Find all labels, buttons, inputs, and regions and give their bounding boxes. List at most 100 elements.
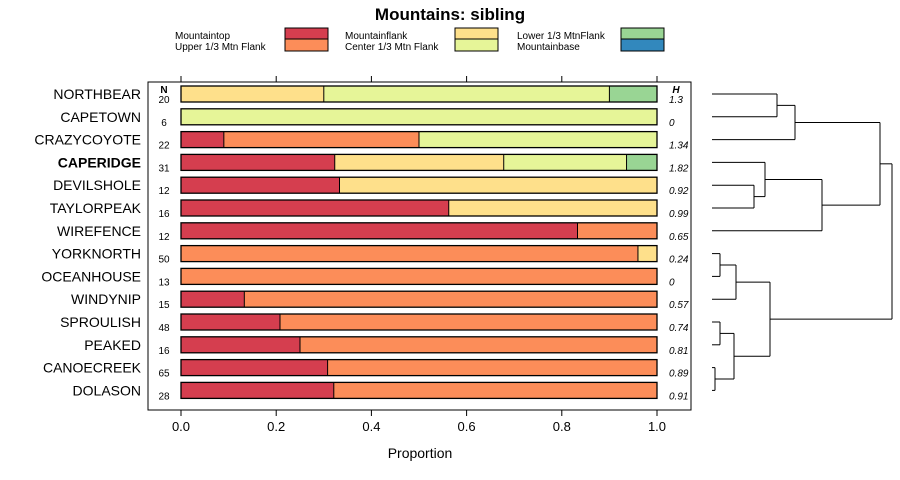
chart-title: Mountains: sibling — [375, 5, 525, 24]
bar-segment — [181, 245, 638, 262]
bar-row: WINDYNIP 15 0.57 — [71, 290, 689, 311]
row-n-value: 22 — [158, 141, 170, 152]
row-h-value: 0.91 — [669, 391, 688, 402]
bar-segment — [181, 131, 224, 148]
row-h-value: 0.57 — [669, 300, 689, 311]
row-n-value: 13 — [158, 277, 170, 288]
bar-outline — [180, 290, 658, 308]
row-n-value: 16 — [158, 346, 170, 357]
row-label: WIREFENCE — [57, 223, 141, 239]
bar-outline — [180, 313, 658, 331]
row-n-value: 50 — [158, 255, 170, 266]
row-label: CAPERIDGE — [58, 154, 141, 170]
row-label: CANOECREEK — [43, 360, 142, 376]
bar-segment — [280, 314, 657, 330]
h-column-header: H — [672, 85, 680, 96]
row-h-value: 0.81 — [669, 346, 688, 357]
bar-segment — [300, 336, 657, 353]
row-label: CRAZYCOYOTE — [34, 132, 141, 148]
row-n-value: 48 — [158, 323, 170, 334]
bar-row: CAPETOWN 6 0 — [60, 108, 675, 129]
bar-row: WIREFENCE 12 0.65 — [57, 222, 689, 243]
bar-outline — [180, 85, 658, 103]
bar-row: YORKNORTH 50 0.24 — [52, 244, 689, 266]
row-h-value: 0.65 — [669, 232, 689, 243]
legend-swatch — [284, 38, 329, 52]
bar-segment — [609, 86, 657, 102]
bar-row: PEAKED 16 0.81 — [84, 336, 688, 357]
bar-segment — [448, 200, 657, 216]
legend-label: Center 1/3 Mtn Flank — [345, 42, 439, 53]
bar-segment — [181, 222, 578, 239]
row-h-value: 0.74 — [669, 323, 689, 334]
bar-segment — [244, 291, 658, 308]
bar-outline — [180, 267, 658, 286]
bar-row: CAPERIDGE 31 1.82 — [58, 153, 689, 174]
bar-row: TAYLORPEAK 16 0.99 — [50, 199, 689, 220]
row-label: CAPETOWN — [60, 109, 141, 125]
bar-segment — [626, 154, 657, 171]
legend-swatch — [284, 27, 329, 41]
bar-outline — [180, 358, 658, 377]
bar-outline — [180, 244, 658, 263]
bar-outline — [180, 176, 658, 194]
bar-outline — [180, 199, 658, 217]
row-n-value: 16 — [158, 209, 170, 220]
n-column-header: N — [160, 85, 167, 96]
bar-row: DEVILSHOLE 12 0.92 — [53, 176, 689, 197]
x-axis-label: Proportion — [388, 445, 453, 461]
bar-outline — [180, 130, 658, 149]
bar-row: OCEANHOUSE 13 0 — [41, 267, 675, 288]
row-n-value: 20 — [158, 95, 170, 106]
bar-segment — [181, 382, 334, 399]
legend-swatch — [620, 38, 665, 52]
bar-outline — [180, 222, 658, 240]
tick-label: 0.0 — [172, 419, 190, 434]
row-h-value: 1.82 — [669, 163, 689, 174]
legend-label: Mountaintop — [175, 31, 230, 42]
row-n-value: 12 — [158, 186, 170, 197]
legend-swatch — [454, 27, 499, 41]
row-label: WINDYNIP — [71, 291, 141, 307]
bar-segment — [637, 245, 657, 262]
bar-segment — [181, 359, 328, 376]
row-n-value: 6 — [161, 118, 167, 129]
bar-segment — [339, 177, 657, 194]
row-n-value: 65 — [158, 369, 170, 380]
bar-segment — [223, 131, 419, 148]
row-n-value: 31 — [158, 163, 170, 174]
bar-segment — [181, 108, 657, 125]
row-label: PEAKED — [84, 337, 141, 353]
bar-segment — [181, 177, 340, 194]
bar-segment — [181, 154, 335, 171]
bar-row: CANOECREEK 65 0.89 — [43, 358, 689, 380]
bar-segment — [181, 336, 300, 353]
bar-outline — [180, 381, 658, 400]
bar-segment — [181, 268, 657, 285]
legend-label: Lower 1/3 MtnFlank — [517, 31, 606, 42]
bar-row: NORTHBEAR 20 1.3 — [53, 85, 683, 106]
bar-row: CRAZYCOYOTE 22 1.34 — [34, 130, 689, 152]
legend-label: Mountainflank — [345, 31, 408, 42]
bar-segment — [181, 86, 324, 102]
bar-row: SPROULISH 48 0.74 — [60, 313, 689, 334]
row-label: NORTHBEAR — [53, 86, 141, 102]
bar-segment — [181, 314, 281, 330]
bar-segment — [323, 86, 610, 102]
row-label: DOLASON — [73, 382, 141, 398]
bar-segment — [334, 154, 504, 171]
tick-label: 0.6 — [458, 419, 476, 434]
row-h-value: 0 — [669, 277, 675, 288]
legend-swatch — [454, 38, 499, 52]
row-label: SPROULISH — [60, 314, 141, 330]
bar-segment — [333, 382, 657, 399]
row-label: OCEANHOUSE — [41, 268, 141, 284]
bar-segment — [503, 154, 627, 171]
row-n-value: 12 — [158, 232, 170, 243]
row-label: TAYLORPEAK — [50, 200, 142, 216]
bar-segment — [577, 222, 657, 239]
bar-row: DOLASON 28 0.91 — [73, 381, 688, 402]
row-h-value: 1.3 — [669, 95, 683, 106]
